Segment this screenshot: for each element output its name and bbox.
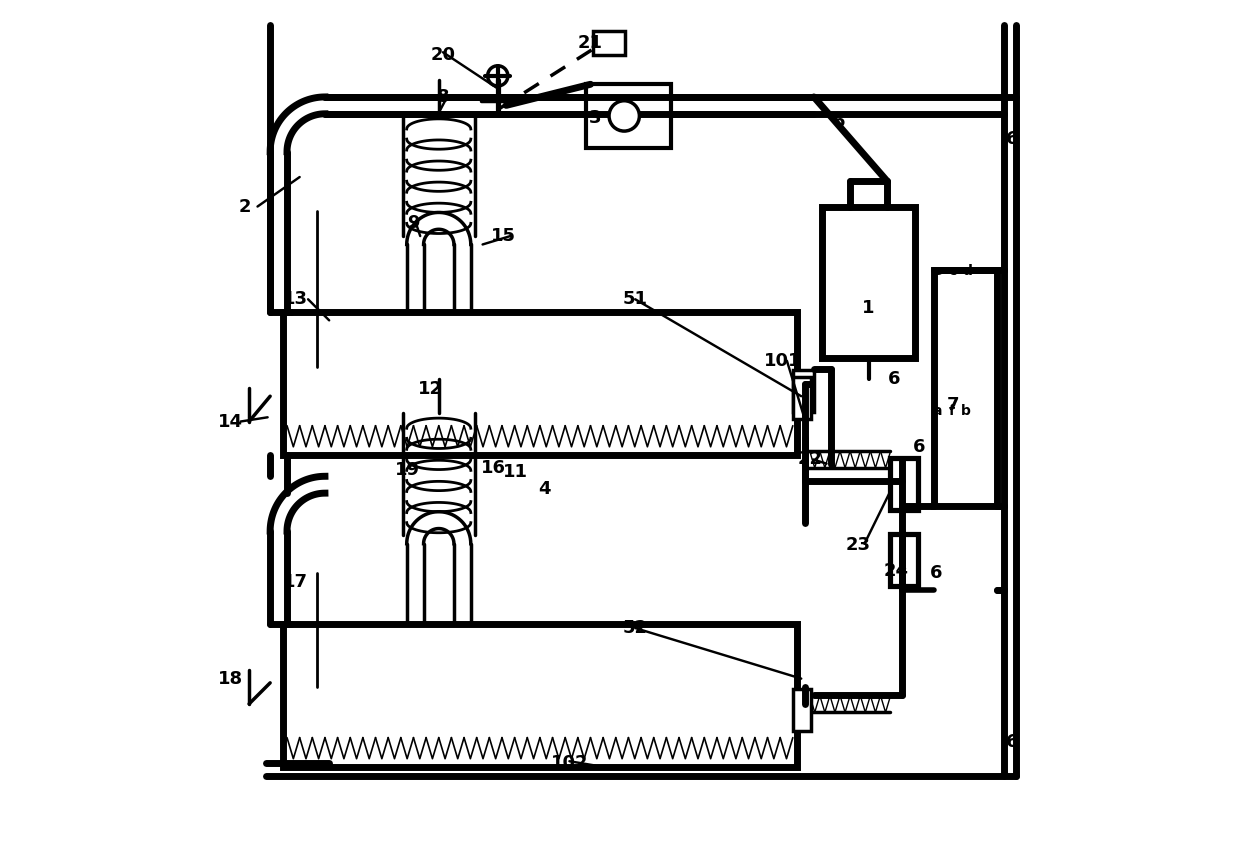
Text: 16: 16: [481, 459, 506, 477]
Bar: [792, 377, 811, 419]
Text: 6: 6: [1006, 733, 1018, 751]
Text: 24: 24: [884, 561, 909, 580]
Text: 52: 52: [622, 619, 647, 637]
Text: 20: 20: [430, 46, 455, 64]
Text: a: a: [932, 405, 941, 418]
Text: 19: 19: [396, 460, 420, 479]
Bar: [890, 534, 918, 586]
Text: d: d: [962, 265, 972, 278]
Bar: [890, 458, 918, 510]
Text: 15: 15: [491, 227, 516, 245]
Text: 2: 2: [238, 197, 252, 216]
Text: 6: 6: [888, 370, 900, 389]
Text: 8: 8: [436, 88, 449, 106]
Text: e: e: [932, 265, 941, 278]
Text: 9: 9: [407, 214, 419, 233]
Bar: [283, 312, 797, 455]
Circle shape: [487, 66, 508, 86]
Bar: [822, 207, 915, 358]
Bar: [792, 690, 811, 731]
Text: 22: 22: [797, 450, 822, 469]
Text: 6: 6: [913, 438, 925, 456]
Text: 23: 23: [846, 536, 870, 555]
Text: 4: 4: [538, 480, 551, 498]
Bar: [283, 624, 797, 767]
Text: 6: 6: [833, 113, 846, 132]
Text: 51: 51: [622, 290, 647, 309]
Circle shape: [609, 101, 640, 132]
Bar: [593, 31, 625, 55]
Text: 101: 101: [764, 352, 801, 370]
Circle shape: [487, 66, 508, 86]
Text: f: f: [949, 405, 955, 418]
Bar: [792, 370, 813, 412]
Text: 102: 102: [551, 754, 588, 772]
Text: 14: 14: [218, 412, 243, 431]
Text: 6: 6: [930, 564, 942, 583]
Text: 3: 3: [589, 109, 601, 127]
Text: 13: 13: [283, 290, 308, 309]
Text: 1: 1: [863, 298, 875, 317]
Bar: [934, 270, 997, 506]
Text: c: c: [949, 265, 957, 278]
Text: 6: 6: [1006, 130, 1018, 148]
Text: 21: 21: [578, 34, 603, 52]
Text: 18: 18: [218, 669, 243, 688]
Bar: [587, 84, 671, 148]
Text: 12: 12: [418, 380, 443, 399]
Text: 7: 7: [946, 395, 960, 414]
Text: b: b: [961, 405, 971, 418]
Text: 17: 17: [283, 572, 308, 591]
Text: 11: 11: [503, 463, 528, 481]
